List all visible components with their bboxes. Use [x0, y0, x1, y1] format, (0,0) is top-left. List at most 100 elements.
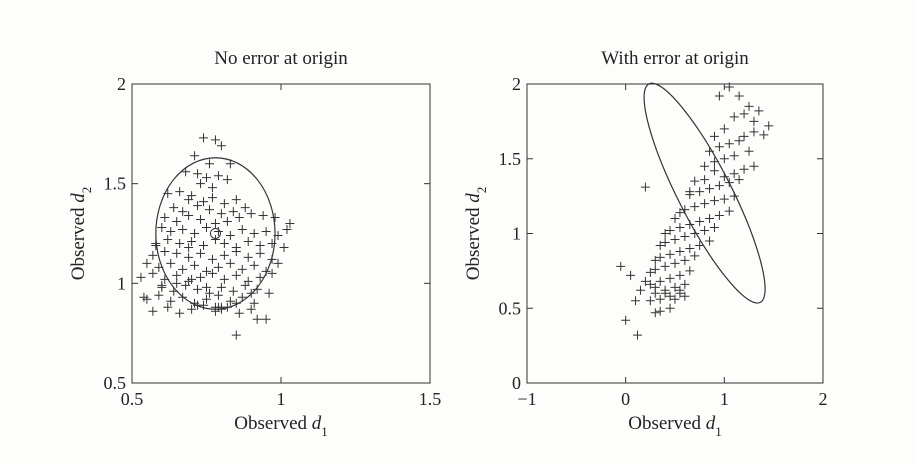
- data-point: [680, 255, 690, 265]
- data-point: [216, 209, 226, 219]
- data-point: [154, 290, 164, 300]
- data-point: [754, 106, 764, 116]
- data-point: [213, 227, 223, 237]
- x-axis-label: Observed d1: [628, 413, 722, 439]
- data-point: [196, 179, 206, 189]
- y-tick-label: 0.5: [499, 298, 522, 318]
- data-point: [626, 270, 636, 280]
- data-point: [187, 304, 197, 314]
- data-point: [645, 279, 655, 289]
- data-point: [246, 209, 256, 219]
- data-point: [675, 223, 685, 233]
- data-point: [163, 189, 173, 199]
- data-point: [729, 112, 739, 122]
- data-point: [660, 261, 670, 271]
- data-point: [685, 266, 695, 276]
- data-point: [633, 330, 643, 340]
- data-point: [204, 205, 214, 215]
- data-point: [285, 219, 295, 229]
- data-point: [700, 199, 710, 209]
- center-marker: [209, 228, 221, 239]
- data-point: [650, 282, 660, 292]
- data-point: [734, 136, 744, 146]
- y-tick-label: 0.5: [104, 373, 127, 393]
- data-point: [199, 133, 209, 143]
- scatter-panel-with-error: With error at origin−1 0 1 200.511.52Observ…: [463, 48, 828, 439]
- data-point: [680, 291, 690, 301]
- data-point: [665, 273, 675, 283]
- data-point: [705, 214, 715, 224]
- x-tick-label: 1: [277, 389, 286, 409]
- data-point: [157, 223, 167, 233]
- data-point: [690, 251, 700, 261]
- data-point: [172, 217, 182, 227]
- data-point: [665, 291, 675, 301]
- data-point: [193, 169, 203, 179]
- data-point: [222, 217, 232, 227]
- data-point: [273, 258, 283, 268]
- chart-title: With error at origin: [601, 48, 749, 69]
- data-point: [246, 288, 256, 298]
- y-tick-label: 2: [512, 74, 521, 94]
- data-point: [234, 308, 244, 318]
- data-point: [719, 194, 729, 204]
- data-point: [273, 230, 283, 240]
- data-point: [202, 294, 211, 304]
- data-point: [237, 225, 247, 235]
- data-point: [267, 268, 277, 278]
- data-point: [255, 272, 265, 282]
- data-point: [175, 308, 185, 318]
- data-point: [160, 274, 170, 284]
- data-point: [225, 258, 235, 268]
- plot-frame: [131, 83, 431, 384]
- y-tick-label: 1: [512, 224, 521, 244]
- data-point: [243, 236, 253, 246]
- data-point: [670, 234, 680, 244]
- data-point: [739, 109, 749, 119]
- data-point: [207, 193, 217, 203]
- data-point: [196, 215, 206, 225]
- data-point: [734, 91, 744, 101]
- y-axis-label: Observed d2: [463, 187, 489, 281]
- data-point: [231, 246, 241, 256]
- data-point: [660, 229, 670, 238]
- data-point: [631, 296, 641, 306]
- data-point: [184, 242, 194, 252]
- data-point: [660, 237, 670, 247]
- x-tick-label: 1: [720, 389, 729, 409]
- data-point: [172, 278, 182, 288]
- data-point: [184, 252, 194, 262]
- data-point: [163, 234, 173, 244]
- data-point: [210, 234, 220, 244]
- data-point: [709, 196, 719, 206]
- data-point: [187, 236, 197, 246]
- data-point: [680, 205, 690, 215]
- data-point: [685, 243, 695, 253]
- data-point: [213, 290, 223, 300]
- data-point: [645, 267, 655, 277]
- data-point: [670, 294, 680, 304]
- data-point: [190, 260, 200, 270]
- data-point: [204, 288, 214, 298]
- x-axis-label: Observed d1: [234, 413, 328, 439]
- data-point: [255, 248, 265, 258]
- data-point: [204, 159, 214, 169]
- data-point: [166, 227, 176, 237]
- data-point: [675, 270, 685, 280]
- scatter-panel-no-error: No error at origin 0.5 1 1.5 0.5 1 1.5 2 Observe…: [68, 48, 441, 439]
- data-point: [190, 229, 200, 238]
- x-tick-label: −1: [517, 389, 536, 409]
- data-point: [258, 211, 268, 221]
- x-tick-label: 0: [621, 389, 630, 409]
- data-point: [196, 248, 206, 258]
- data-point: [690, 229, 700, 238]
- data-point: [199, 240, 209, 250]
- data-point: [724, 206, 734, 216]
- data-point: [169, 203, 179, 213]
- data-point: [621, 315, 631, 325]
- data-point: [219, 250, 229, 260]
- data-point: [160, 213, 170, 223]
- x-tick-label: 1.5: [419, 389, 442, 409]
- data-point: [724, 178, 734, 188]
